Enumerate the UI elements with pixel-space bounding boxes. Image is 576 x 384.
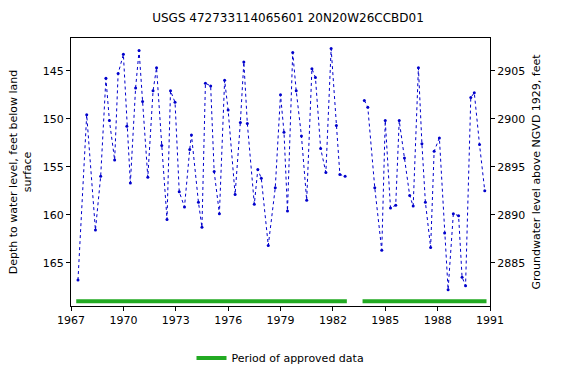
- svg-text:2905: 2905: [497, 65, 525, 78]
- svg-text:145: 145: [43, 65, 64, 78]
- svg-text:1982: 1982: [319, 314, 347, 327]
- svg-text:Depth to water level, feet bel: Depth to water level, feet below landsur…: [7, 70, 34, 275]
- svg-text:1967: 1967: [57, 314, 85, 327]
- svg-text:1970: 1970: [109, 314, 137, 327]
- svg-text:165: 165: [43, 257, 64, 270]
- svg-text:2885: 2885: [497, 257, 525, 270]
- svg-text:Period of approved data: Period of approved data: [232, 352, 364, 365]
- svg-text:2890: 2890: [497, 209, 525, 222]
- svg-text:Groundwater level above NGVD 1: Groundwater level above NGVD 1929, feet: [530, 54, 543, 290]
- svg-text:1991: 1991: [476, 314, 504, 327]
- svg-text:USGS 472733114065601 20N20W26C: USGS 472733114065601 20N20W26CCBD01: [152, 11, 424, 25]
- svg-text:1976: 1976: [214, 314, 242, 327]
- svg-text:1979: 1979: [267, 314, 295, 327]
- svg-text:155: 155: [43, 161, 64, 174]
- svg-text:1985: 1985: [371, 314, 399, 327]
- svg-text:2895: 2895: [497, 161, 525, 174]
- svg-text:160: 160: [43, 209, 64, 222]
- svg-text:1973: 1973: [162, 314, 190, 327]
- svg-text:150: 150: [43, 113, 64, 126]
- svg-text:2900: 2900: [497, 113, 525, 126]
- svg-text:1988: 1988: [424, 314, 452, 327]
